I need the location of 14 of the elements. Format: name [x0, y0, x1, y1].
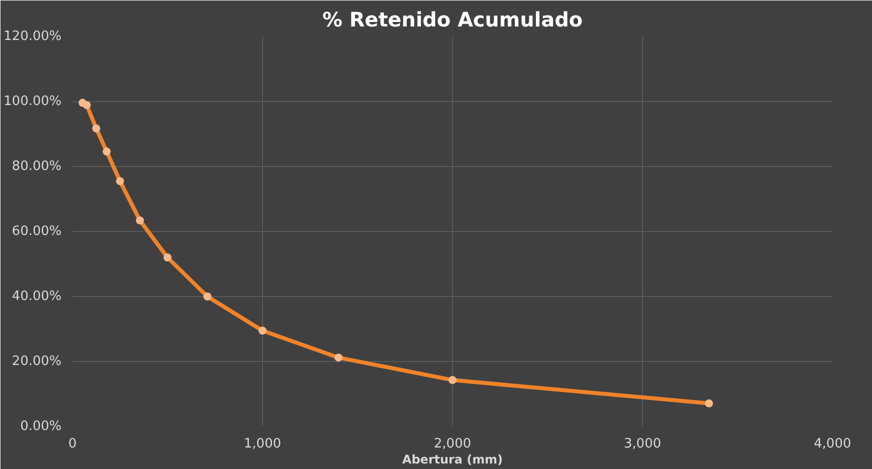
x-tick-label: 1,000 — [244, 436, 282, 452]
y-tick-label: 40.00% — [12, 289, 62, 304]
x-tick-label: 0 — [68, 436, 77, 452]
x-tick-label: 4,000 — [814, 436, 852, 452]
y-tick-label: 100.00% — [4, 94, 62, 109]
x-axis-title: Abertura (mm) — [402, 452, 503, 466]
y-tick-label: 120.00% — [4, 29, 62, 44]
y-tick-label: 0.00% — [20, 419, 62, 434]
y-tick-label: 80.00% — [12, 159, 62, 174]
y-tick-label: 60.00% — [12, 224, 62, 239]
chart-title: % Retenido Acumulado — [322, 8, 583, 32]
y-tick-label: 20.00% — [12, 354, 62, 369]
x-tick-label: 3,000 — [624, 436, 662, 452]
x-tick-label: 2,000 — [434, 436, 472, 452]
